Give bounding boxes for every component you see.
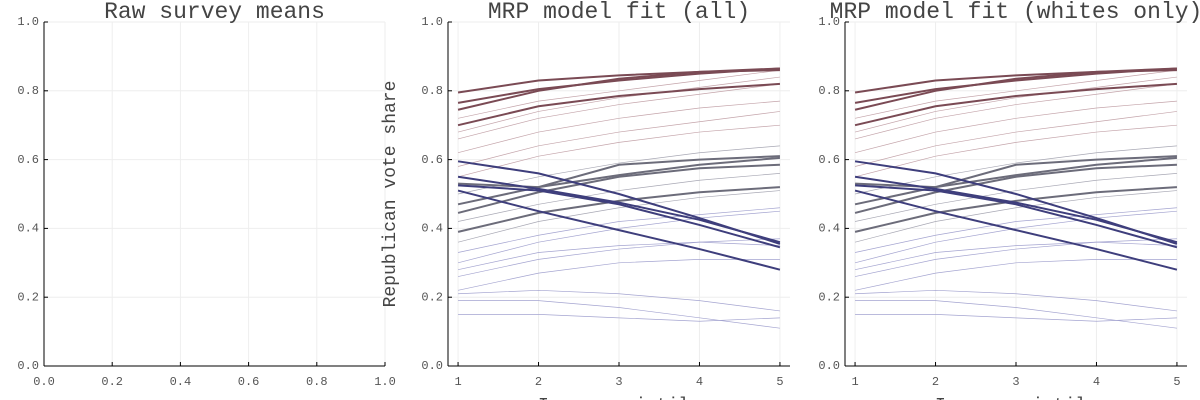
x-tick-label: 1 xyxy=(454,375,461,389)
series-line xyxy=(457,259,780,291)
series-line xyxy=(457,69,780,119)
series-line xyxy=(457,189,781,271)
y-tick-label: 0.2 xyxy=(818,290,840,304)
series-line xyxy=(855,314,1177,322)
series-line xyxy=(854,259,1177,291)
x-tick-label: 0.6 xyxy=(238,375,260,389)
series-line xyxy=(457,186,781,233)
series-line xyxy=(854,67,1178,104)
y-tick-label: 0.0 xyxy=(17,359,39,373)
panel-title: MRP model fit (whites only) xyxy=(830,0,1200,25)
series-line xyxy=(457,156,781,206)
y-tick-label: 0.6 xyxy=(421,153,443,167)
x-tick-label: 3 xyxy=(1012,375,1019,389)
series-line xyxy=(854,156,1178,206)
series-line xyxy=(854,189,1178,271)
series-line xyxy=(458,300,780,329)
x-tick-label: 0.0 xyxy=(33,375,55,389)
series-line xyxy=(855,155,1177,189)
x-tick-label: 0.2 xyxy=(101,375,123,389)
series-line xyxy=(854,238,1177,277)
series-line xyxy=(458,155,780,189)
y-tick-label: 0.4 xyxy=(421,222,443,236)
y-tick-label: 1.0 xyxy=(17,15,39,29)
panel-title: MRP model fit (all) xyxy=(488,0,750,25)
x-tick-label: 5 xyxy=(1173,375,1180,389)
y-axis-label: Republican vote share xyxy=(381,81,401,308)
series-line xyxy=(457,124,780,178)
series-line xyxy=(854,111,1177,167)
series-line xyxy=(854,82,1178,127)
series-line xyxy=(457,173,780,222)
series-line xyxy=(457,67,780,111)
y-tick-label: 0.8 xyxy=(17,84,39,98)
series-line xyxy=(854,83,1177,140)
x-tick-label: 1 xyxy=(851,375,858,389)
series-line xyxy=(457,238,780,277)
series-line xyxy=(457,241,780,271)
y-tick-label: 1.0 xyxy=(818,15,840,29)
x-tick-label: 2 xyxy=(932,375,939,389)
y-tick-label: 0.8 xyxy=(818,84,840,98)
series-line xyxy=(854,184,1178,249)
y-tick-label: 0.8 xyxy=(421,84,443,98)
x-tick-label: 1.0 xyxy=(374,375,396,389)
panel: 1 2 3 4 5 0.0 0.2 0.4 0.6 0.8 1.0 MRP model fit (al… xyxy=(381,0,790,400)
panel-title: Raw survey means xyxy=(104,0,325,25)
series-line xyxy=(854,210,1177,264)
y-tick-label: 0.4 xyxy=(17,222,39,236)
series-line xyxy=(457,83,780,140)
series-line xyxy=(457,67,781,104)
x-tick-label: 5 xyxy=(776,375,783,389)
series-line xyxy=(458,289,780,312)
series-line xyxy=(854,173,1177,222)
panel: 0.0 0.2 0.4 0.6 0.8 1.0 0.0 0.2 0.4 0.6 0.8 1.0 Raw … xyxy=(17,0,395,389)
y-tick-label: 0.6 xyxy=(818,153,840,167)
series-line xyxy=(457,163,780,214)
y-tick-label: 0.2 xyxy=(421,290,443,304)
series-line xyxy=(854,207,1177,253)
series-line xyxy=(457,82,781,127)
series-line xyxy=(457,76,780,133)
y-tick-label: 0.2 xyxy=(17,290,39,304)
series-line xyxy=(854,100,1177,154)
x-axis-label: Income quintile xyxy=(538,396,700,400)
series-line xyxy=(457,175,781,244)
series-line xyxy=(854,76,1177,133)
series-line xyxy=(855,300,1177,329)
series-line xyxy=(854,175,1178,244)
series-line xyxy=(457,111,780,167)
series-line xyxy=(457,145,780,195)
x-tick-label: 0.4 xyxy=(170,375,192,389)
series-line xyxy=(854,69,1177,119)
x-tick-label: 4 xyxy=(1093,375,1100,389)
series-line xyxy=(854,163,1177,214)
series-line xyxy=(854,67,1177,111)
x-tick-label: 2 xyxy=(535,375,542,389)
x-tick-label: 4 xyxy=(696,375,703,389)
series-line xyxy=(854,145,1177,195)
y-tick-label: 0.0 xyxy=(421,359,443,373)
y-tick-label: 0.6 xyxy=(17,153,39,167)
series-line xyxy=(854,241,1177,271)
series-line xyxy=(458,314,780,322)
series-line xyxy=(854,186,1178,233)
y-tick-label: 0.4 xyxy=(818,222,840,236)
x-tick-label: 3 xyxy=(615,375,622,389)
series-line xyxy=(457,210,780,264)
x-axis-label: Income quintile xyxy=(935,396,1097,400)
series-line xyxy=(854,190,1177,243)
y-tick-label: 0.0 xyxy=(818,359,840,373)
series-line xyxy=(457,207,780,253)
series-line xyxy=(457,100,780,154)
y-tick-label: 1.0 xyxy=(421,15,443,29)
series-line xyxy=(457,190,780,243)
series-line xyxy=(457,184,781,249)
x-tick-label: 0.8 xyxy=(306,375,328,389)
series-line xyxy=(854,124,1177,178)
series-line xyxy=(855,289,1177,312)
